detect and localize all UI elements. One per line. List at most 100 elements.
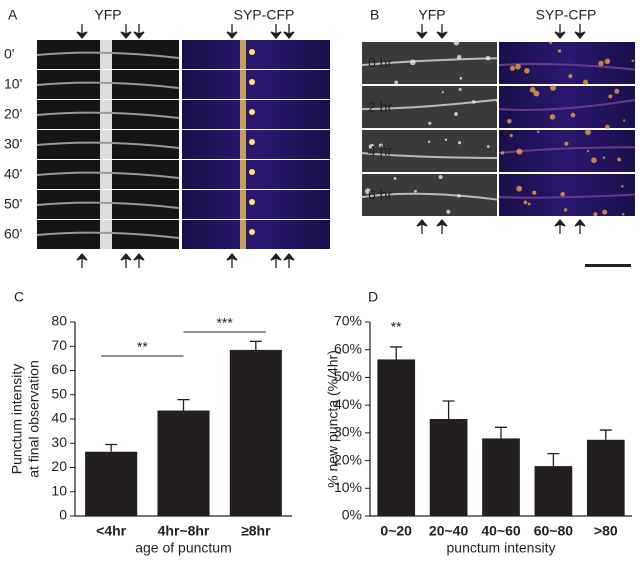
error-bar (547, 452, 560, 467)
y-tick-label: 40% (334, 396, 362, 412)
arrow (574, 218, 586, 234)
punctum (249, 229, 255, 235)
punctum (593, 212, 598, 217)
punctum (249, 199, 255, 205)
punctum (458, 88, 462, 91)
arrow (76, 252, 88, 268)
x-tick-label: ≥8hr (241, 523, 271, 539)
y-tick-label: 0 (59, 507, 67, 523)
y-tick-label: 70% (334, 313, 362, 329)
row-label: 50' (4, 196, 22, 212)
punctum (631, 59, 634, 63)
punctum (509, 65, 516, 71)
punctum (509, 134, 513, 138)
punctum (621, 212, 625, 216)
punctum (516, 148, 523, 155)
punctum (486, 145, 490, 148)
x-tick-label: 40~60 (481, 523, 521, 539)
y-tick-label: 80 (51, 313, 67, 329)
punctum (457, 194, 461, 198)
dendrite (100, 40, 112, 69)
x-tick-label: >80 (594, 523, 618, 539)
arrow (133, 24, 145, 40)
punctum (549, 114, 556, 120)
x-tick-label: 4hr~8hr (158, 523, 210, 539)
arrow (554, 218, 566, 234)
punctum (457, 141, 462, 145)
punctum (456, 54, 462, 60)
row-label: 40' (4, 166, 22, 182)
punctum (605, 124, 610, 130)
micrograph (182, 100, 330, 129)
dendrite (100, 70, 112, 99)
punctum (507, 119, 512, 124)
dendrite (240, 70, 246, 99)
arrow (133, 252, 145, 268)
punctum (570, 112, 576, 118)
dendrite (361, 57, 498, 67)
column-title: SYP-CFP (234, 7, 295, 23)
row-label: 6 hr (368, 187, 392, 203)
punctum (524, 67, 530, 74)
punctum (586, 149, 590, 153)
row-label: 0 hr (368, 55, 392, 71)
micrograph (182, 70, 330, 99)
punctum (557, 49, 562, 53)
y-tick-label: 60 (51, 361, 67, 377)
dendrite (361, 152, 498, 160)
y-tick-label: 20 (51, 458, 67, 474)
punctum (608, 94, 613, 99)
panel-label: B (370, 7, 379, 23)
dendrite (100, 160, 112, 189)
punctum (614, 88, 620, 94)
micrograph (182, 190, 330, 219)
micrograph (362, 130, 497, 172)
punctum (454, 112, 458, 116)
dendrite (361, 192, 498, 201)
punctum (591, 157, 597, 164)
punctum (583, 79, 589, 85)
punctum (523, 200, 528, 205)
dendrite (498, 99, 636, 111)
dendrite (498, 193, 636, 199)
y-tick-label: 0% (342, 507, 362, 523)
punctum (394, 80, 399, 85)
arrow (436, 218, 448, 234)
bar (157, 410, 210, 516)
punctum (453, 39, 460, 46)
x-axis-label: age of punctum (135, 540, 232, 556)
dendrite (240, 40, 246, 69)
annotation: ** (391, 319, 402, 335)
arrow (76, 24, 88, 40)
dendrite (240, 160, 246, 189)
dendrite (240, 190, 246, 219)
y-tick-label: 40 (51, 410, 67, 426)
branch (36, 51, 180, 59)
arrow (554, 24, 566, 40)
micrograph (182, 160, 330, 189)
punctum (500, 151, 505, 155)
arrow (416, 218, 428, 234)
arrow (283, 252, 295, 268)
row-label: 0' (4, 46, 14, 62)
dendrite (100, 100, 112, 129)
scale-bar (585, 264, 631, 267)
punctum (536, 130, 540, 134)
punctum (364, 188, 371, 195)
row-label: 20' (4, 106, 22, 122)
punctum (602, 156, 606, 159)
punctum (393, 176, 397, 180)
arrow (436, 24, 448, 40)
punctum (414, 189, 417, 193)
punctum (446, 209, 451, 214)
annotation: ** (137, 339, 148, 355)
x-tick-label: <4hr (96, 523, 127, 539)
punctum (368, 143, 375, 150)
punctum (621, 185, 624, 188)
bar (429, 419, 468, 516)
y-axis-label: at final observation (26, 360, 42, 478)
punctum (471, 100, 476, 104)
punctum (564, 141, 569, 146)
arrow (226, 24, 238, 40)
punctum (249, 49, 255, 55)
